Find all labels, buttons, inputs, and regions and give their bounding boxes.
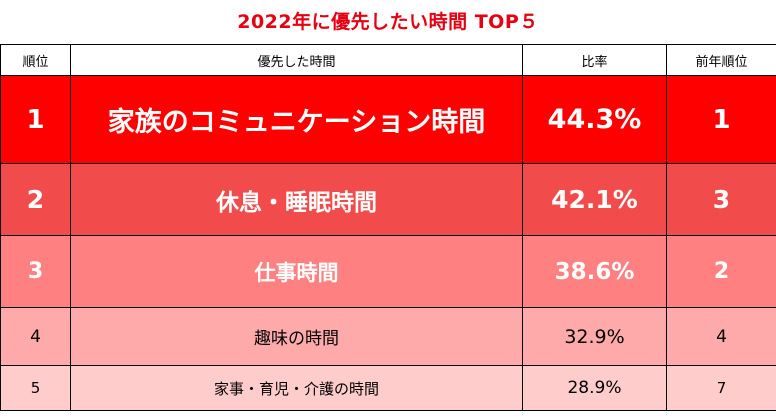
prev-rank-cell: 1	[666, 75, 776, 164]
table-row: 3 仕事時間 38.6% 2	[0, 235, 776, 308]
item-cell: 仕事時間	[70, 235, 523, 308]
item-cell: 趣味の時間	[70, 307, 523, 366]
header-prev-rank: 前年順位	[666, 44, 776, 76]
rank-cell: 5	[0, 365, 71, 411]
header-ratio: 比率	[522, 44, 667, 76]
ratio-cell: 44.3%	[522, 75, 667, 164]
ratio-cell: 38.6%	[522, 235, 667, 308]
prev-rank-cell: 2	[666, 235, 776, 308]
prev-rank-cell: 4	[666, 307, 776, 366]
table-row: 4 趣味の時間 32.9% 4	[0, 307, 776, 366]
rank-cell: 2	[0, 163, 71, 236]
item-cell: 休息・睡眠時間	[70, 163, 523, 236]
prev-rank-cell: 7	[666, 365, 776, 411]
header-rank: 順位	[0, 44, 71, 76]
chart-title: 2022年に優先したい時間 TOP５	[237, 11, 539, 33]
header-row: 順位 優先した時間 比率 前年順位	[0, 44, 776, 76]
ratio-cell: 42.1%	[522, 163, 667, 236]
ranking-table: 順位 優先した時間 比率 前年順位 1 家族のコミュニケーション時間 44.3%…	[0, 44, 776, 411]
prev-rank-cell: 3	[666, 163, 776, 236]
table-row: 2 休息・睡眠時間 42.1% 3	[0, 163, 776, 236]
table-row: 5 家事・育児・介護の時間 28.9% 7	[0, 365, 776, 411]
rank-cell: 1	[0, 75, 71, 164]
item-cell: 家族のコミュニケーション時間	[70, 75, 523, 164]
table-row: 1 家族のコミュニケーション時間 44.3% 1	[0, 75, 776, 164]
rank-cell: 3	[0, 235, 71, 308]
item-cell: 家事・育児・介護の時間	[70, 365, 523, 411]
header-item: 優先した時間	[70, 44, 523, 76]
ratio-cell: 32.9%	[522, 307, 667, 366]
rank-cell: 4	[0, 307, 71, 366]
ratio-cell: 28.9%	[522, 365, 667, 411]
